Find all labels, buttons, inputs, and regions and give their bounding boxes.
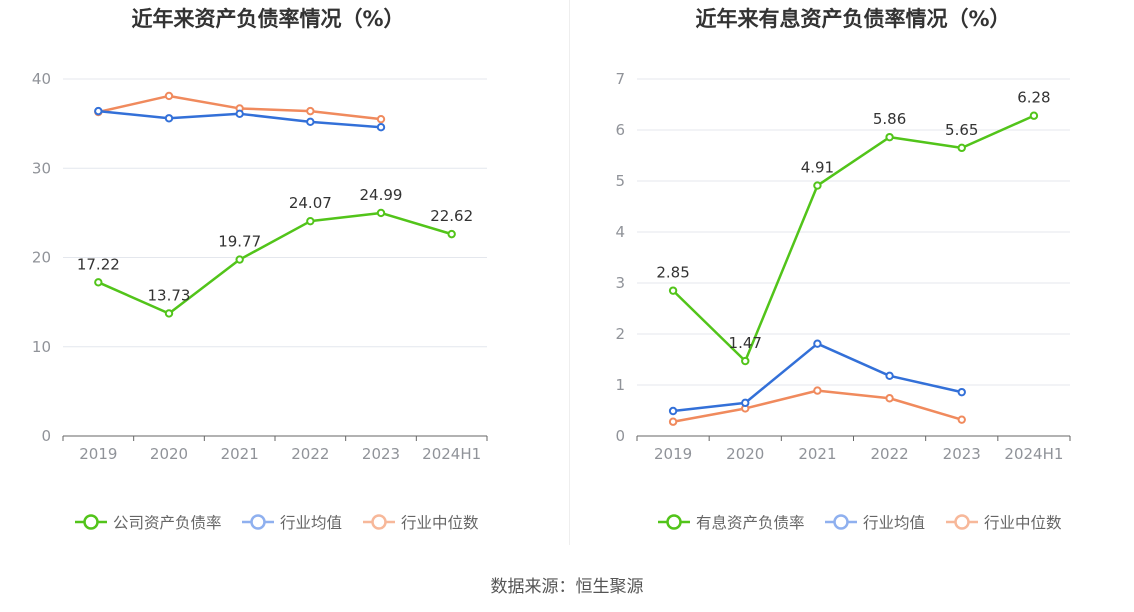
data-point	[164, 114, 174, 123]
legend-label: 公司资产负债率	[113, 514, 222, 532]
data-point	[957, 143, 966, 153]
data-point	[306, 117, 315, 127]
data-point	[1029, 111, 1039, 120]
y-tick-label: 4	[615, 223, 625, 241]
legend-label: 行业中位数	[984, 514, 1062, 532]
data-point	[813, 386, 822, 395]
data-label: 5.86	[873, 110, 906, 128]
y-tick-label: 6	[615, 121, 625, 139]
legend-marker	[954, 514, 970, 530]
data-point	[741, 398, 750, 408]
y-tick-label: 20	[32, 249, 51, 267]
legend-marker	[83, 514, 99, 530]
chart-title: 近年来资产负债率情况（%）	[131, 7, 404, 31]
data-point	[376, 208, 386, 218]
data-label: 24.07	[289, 194, 332, 212]
data-point	[94, 278, 103, 287]
data-label: 2.85	[656, 264, 689, 282]
legend-label: 行业中位数	[401, 514, 479, 532]
legend-marker	[666, 514, 682, 530]
data-point	[306, 216, 315, 226]
data-point	[306, 106, 315, 116]
chart-interest-bearing-debt-ratio: 近年来有息资产负债率情况（%） 0 1 2 3 4 5 6 7 2019 2020 2021 2022 2…	[615, 7, 1071, 532]
data-point	[668, 286, 678, 295]
y-tick-label: 40	[32, 70, 51, 88]
y-tick-label: 10	[32, 338, 51, 356]
data-label: 17.22	[77, 255, 120, 273]
data-source-note: 数据来源：恒生聚源	[490, 577, 644, 597]
y-tick-label: 30	[32, 159, 51, 177]
x-tick-label: 2021	[798, 445, 836, 463]
data-point	[885, 132, 894, 142]
data-point	[376, 114, 386, 124]
panel-divider	[569, 0, 570, 545]
data-point	[813, 181, 822, 190]
x-tick-label: 2020	[150, 445, 188, 463]
y-tick-label: 7	[615, 70, 625, 88]
x-tick-label: 2020	[726, 445, 764, 463]
data-point	[235, 255, 244, 264]
x-tick-label: 2022	[291, 445, 329, 463]
data-point	[164, 309, 174, 318]
x-tick-label: 2019	[79, 445, 117, 463]
x-tick-label: 2024H1	[1004, 445, 1063, 463]
chart-title: 近年来有息资产负债率情况（%）	[695, 7, 1010, 31]
data-point	[235, 109, 244, 119]
x-tick-label: 2023	[943, 445, 981, 463]
data-point	[813, 339, 822, 348]
legend-marker	[833, 514, 849, 530]
x-tick-label: 2021	[221, 445, 259, 463]
y-tick-label: 1	[615, 376, 625, 394]
data-point	[447, 229, 456, 239]
y-tick-label: 0	[615, 427, 625, 445]
x-tick-label: 2024H1	[422, 445, 481, 463]
chart-debt-ratio: 近年来资产负债率情况（%） 0 10 20 30 40 2019 2020 2021 2022 20…	[32, 7, 488, 532]
data-point	[94, 106, 103, 116]
data-label: 24.99	[360, 186, 403, 204]
data-point	[376, 122, 386, 132]
legend-marker	[371, 514, 387, 530]
data-label: 6.28	[1017, 89, 1050, 107]
legend-label: 行业均值	[280, 514, 342, 532]
x-tick-label: 2022	[870, 445, 908, 463]
series-line	[672, 114, 1035, 363]
legend-marker	[250, 514, 266, 530]
data-point	[885, 371, 894, 381]
data-point	[741, 356, 750, 366]
data-label: 5.65	[945, 121, 978, 139]
x-tick-label: 2019	[654, 445, 692, 463]
data-point	[668, 406, 678, 416]
data-label: 4.91	[801, 159, 834, 177]
data-label: 1.47	[729, 334, 762, 352]
data-point	[164, 91, 174, 101]
y-tick-label: 2	[615, 325, 625, 343]
legend-label: 行业均值	[863, 514, 925, 532]
data-point	[957, 415, 966, 424]
series-line	[97, 211, 453, 315]
data-label: 22.62	[430, 207, 473, 225]
series-line	[672, 342, 963, 413]
x-tick-label: 2023	[362, 445, 400, 463]
y-tick-label: 0	[41, 427, 51, 445]
legend-label: 有息资产负债率	[696, 514, 805, 532]
data-point	[885, 394, 894, 403]
data-label: 19.77	[218, 233, 261, 251]
y-tick-label: 5	[615, 172, 625, 190]
data-point	[668, 417, 678, 426]
data-label: 13.73	[148, 286, 191, 304]
y-tick-label: 3	[615, 274, 625, 292]
data-point	[957, 387, 966, 397]
